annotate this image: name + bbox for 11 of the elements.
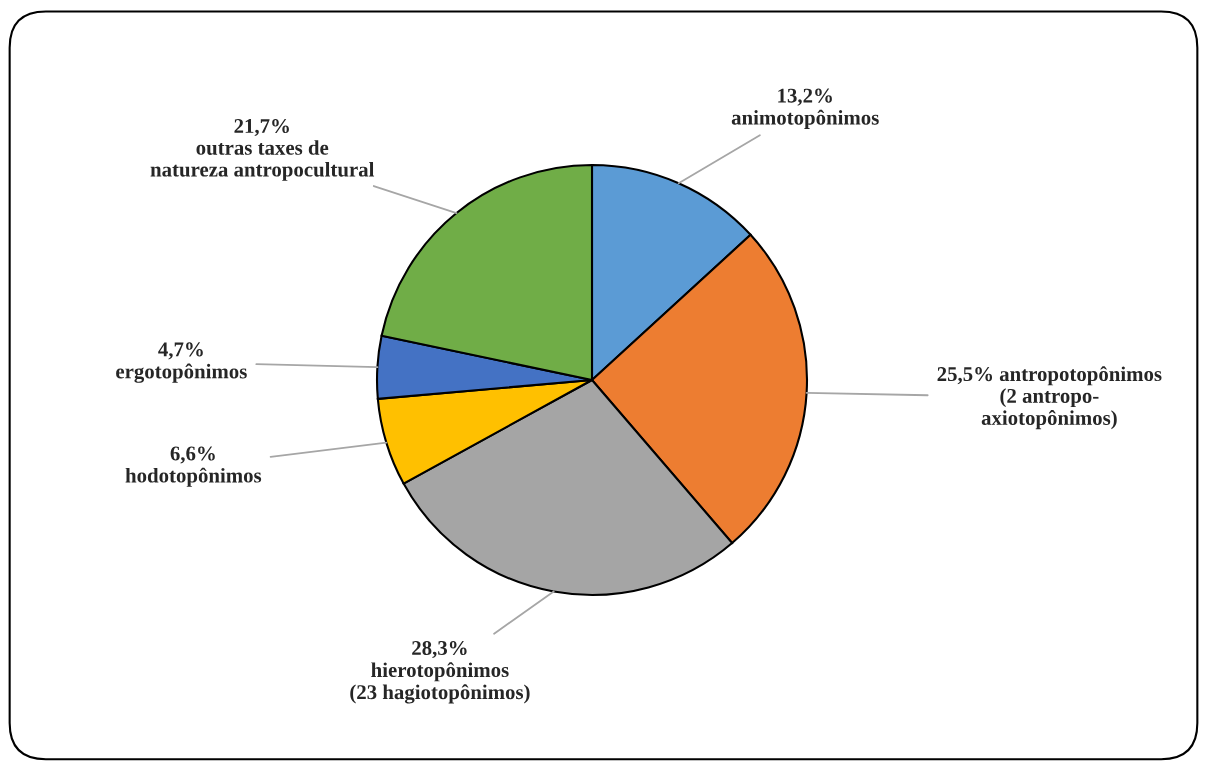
data-label: 28,3% — [412, 640, 467, 659]
slice-label: outras taxes de natureza antropocultural — [150, 140, 375, 181]
data-label: 13,2% — [778, 88, 832, 106]
data-label: 6,6% — [170, 446, 215, 464]
slice-label: hierotopônimos (23 hagiotopônimos) — [350, 662, 530, 704]
slice-label: 25,5% antropotopônimos (2 antropo- axiotopônimos) — [937, 366, 1162, 430]
slice-label: ergotopônimos — [116, 363, 247, 383]
data-label: 21,7% — [234, 118, 289, 137]
data-label: 4,7% — [158, 342, 203, 360]
slice-label: hodotopônimos — [125, 467, 262, 487]
slice-label: animotopônimos — [731, 109, 879, 129]
